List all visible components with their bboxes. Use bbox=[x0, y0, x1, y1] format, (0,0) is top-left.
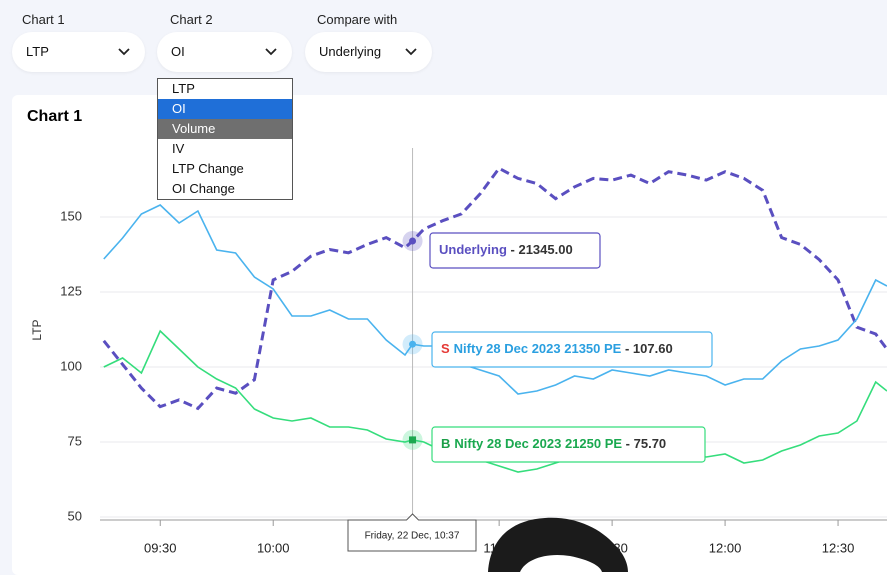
tooltip-side: S bbox=[441, 341, 450, 356]
tooltip-series: Nifty 28 Dec 2023 21250 PE bbox=[454, 436, 622, 451]
page: Chart 1 Chart 2 Compare with LTP OI Unde… bbox=[0, 0, 887, 572]
date-tooltip-text: Friday, 22 Dec, 10:37 bbox=[365, 531, 460, 542]
tooltip-text: Underlying - 21345.00 bbox=[439, 242, 573, 257]
y-tick-label: 150 bbox=[60, 208, 82, 223]
chart: Chart 1 LTP 50 75 100 125 150 09:30 10:00 11:00… bbox=[0, 0, 887, 572]
tooltip-sep: - bbox=[507, 242, 519, 257]
menu-option[interactable]: OI bbox=[158, 99, 292, 119]
menu-option[interactable]: Volume bbox=[158, 119, 292, 139]
hover-dot bbox=[409, 238, 416, 245]
tooltip-side: B bbox=[441, 436, 450, 451]
tooltip-text: S Nifty 28 Dec 2023 21350 PE - 107.60 bbox=[441, 341, 673, 356]
y-tick-label: 50 bbox=[68, 508, 82, 523]
y-tick-label: 75 bbox=[68, 433, 82, 448]
y-axis-label: LTP bbox=[30, 319, 44, 340]
menu-option[interactable]: IV bbox=[158, 139, 292, 159]
tooltip-text: B Nifty 28 Dec 2023 21250 PE - 75.70 bbox=[441, 436, 666, 451]
x-tick-label: 11:30 bbox=[596, 540, 628, 555]
chart-title: Chart 1 bbox=[27, 108, 82, 125]
x-tick-label: 11:00 bbox=[483, 540, 515, 555]
tooltip-series: Nifty 28 Dec 2023 21350 PE bbox=[454, 341, 622, 356]
hover-dot bbox=[409, 341, 416, 348]
tooltip-value: 75.70 bbox=[634, 436, 667, 451]
tooltip-series: Underlying bbox=[439, 242, 507, 257]
x-tick-label: 12:30 bbox=[822, 540, 855, 555]
menu-option[interactable]: LTP Change bbox=[158, 159, 292, 179]
x-tick-label: 12:00 bbox=[709, 540, 742, 555]
x-tick-label: 09:30 bbox=[144, 540, 177, 555]
tooltip-value: 107.60 bbox=[633, 341, 673, 356]
y-tick-label: 100 bbox=[60, 358, 82, 373]
tooltip-sep: - bbox=[621, 341, 633, 356]
x-tick-label: 10:00 bbox=[257, 540, 290, 555]
tooltip-sep: - bbox=[622, 436, 634, 451]
menu-option[interactable]: OI Change bbox=[158, 179, 292, 199]
tooltip-value: 21345.00 bbox=[518, 242, 572, 257]
menu-option[interactable]: LTP bbox=[158, 79, 292, 99]
y-tick-label: 125 bbox=[60, 283, 82, 298]
hover-dot bbox=[409, 436, 416, 443]
